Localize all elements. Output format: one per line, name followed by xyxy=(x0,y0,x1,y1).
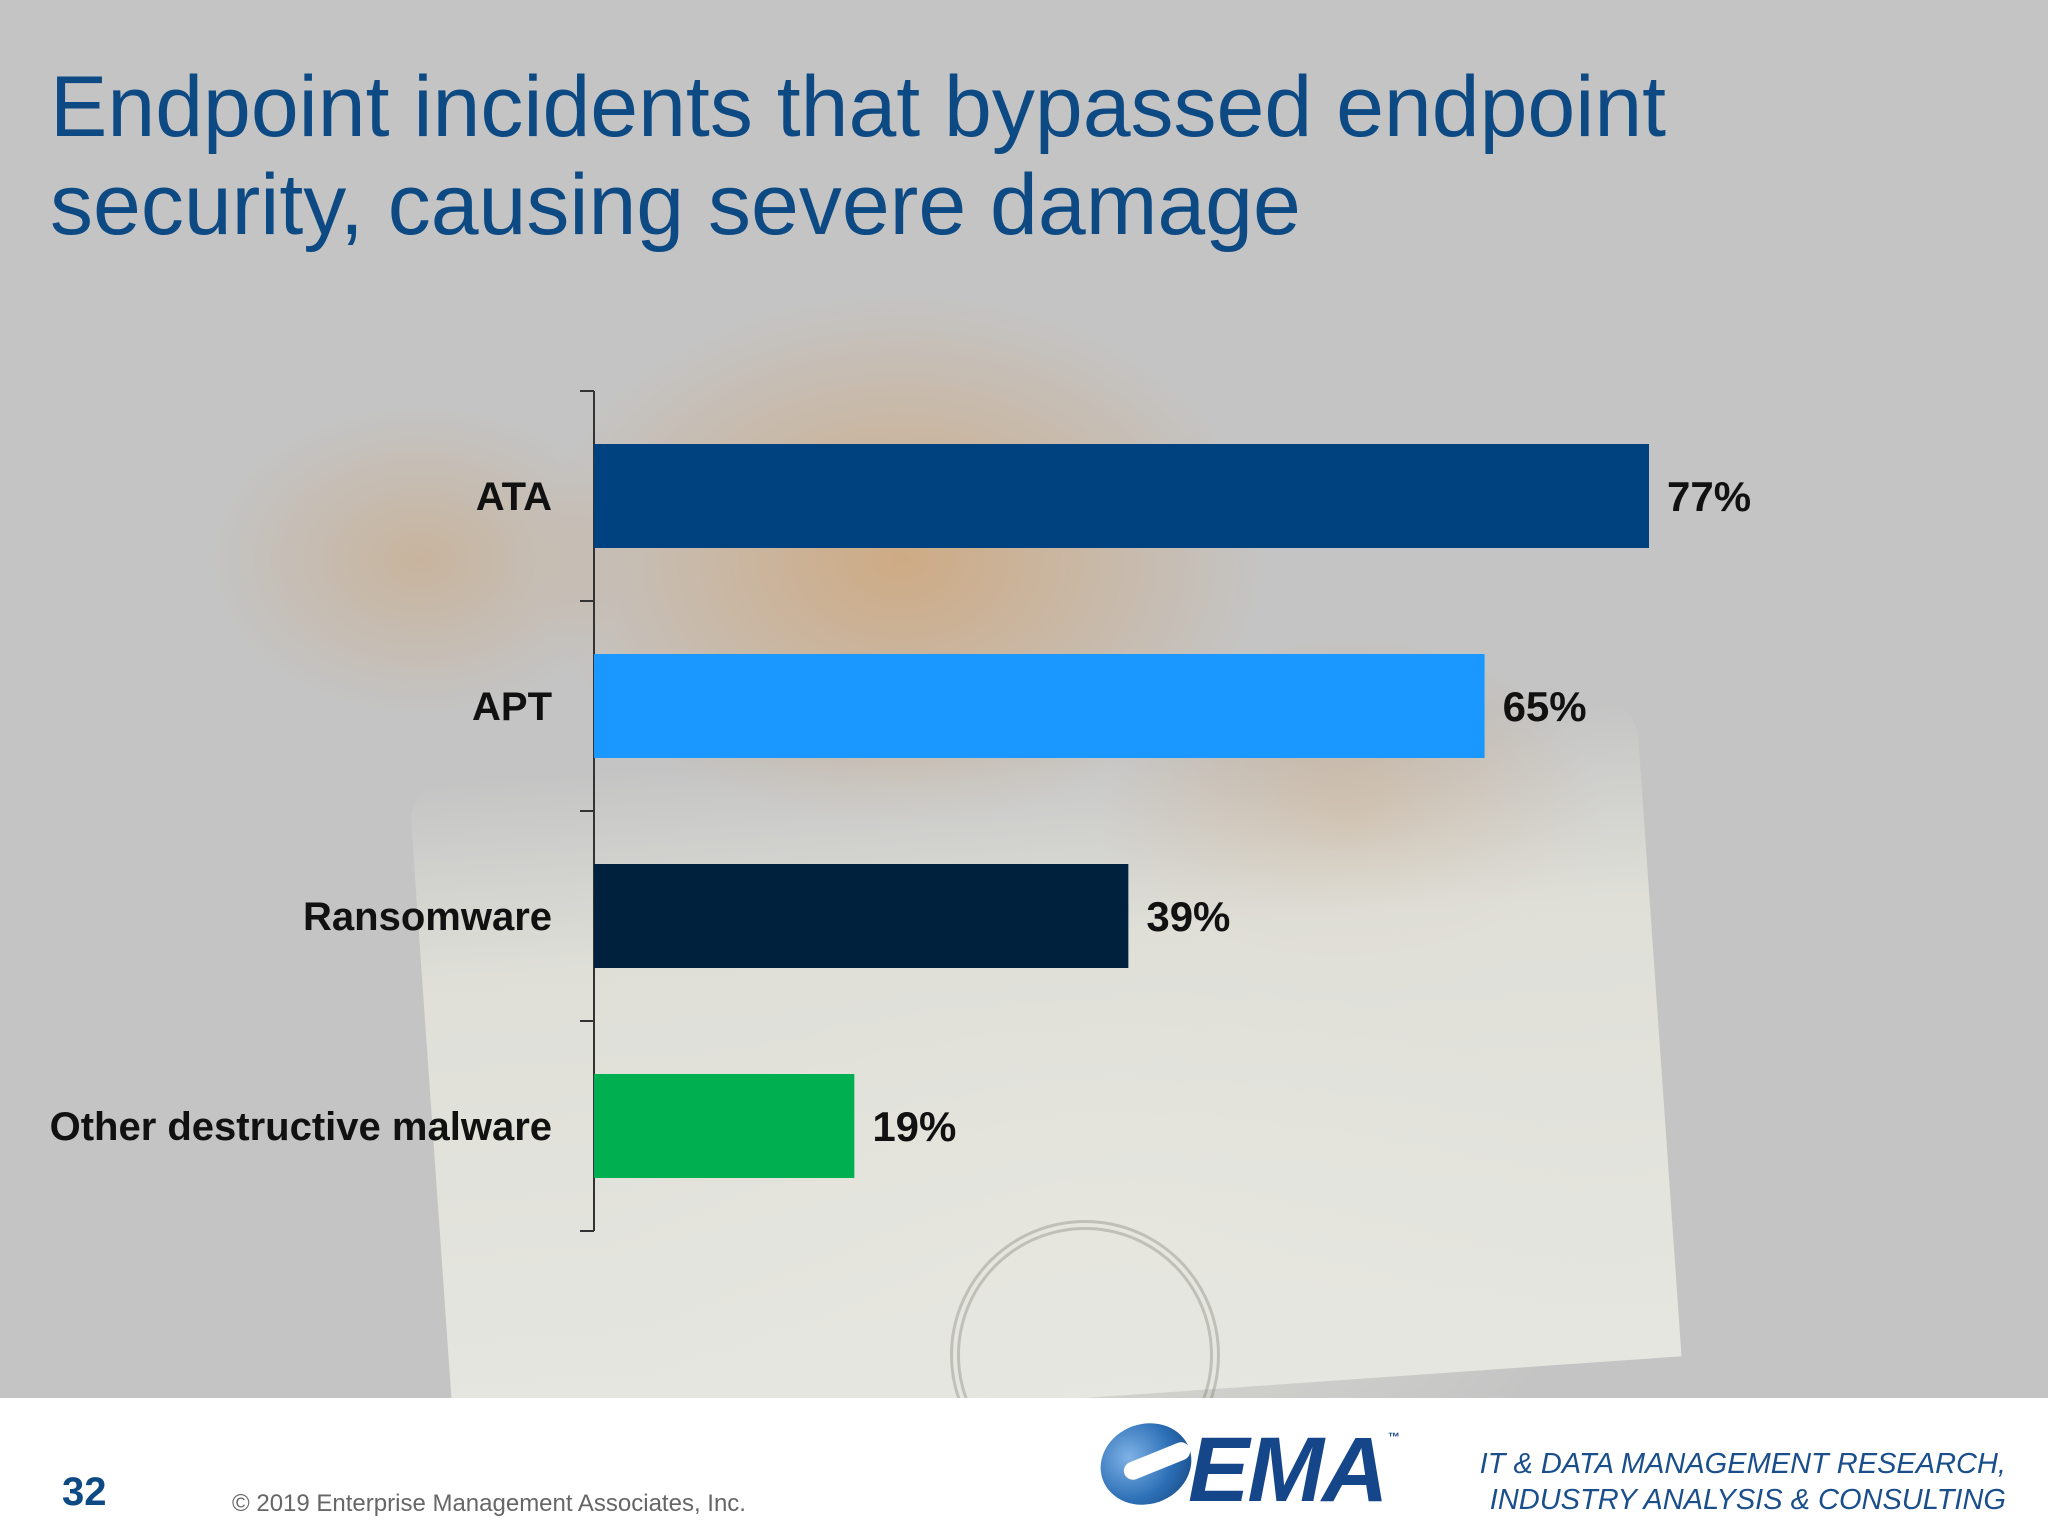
bar-chart: ATA 77% APT 65% Ransomware 39% Other destructi… xyxy=(50,390,1751,1232)
footer-bar xyxy=(0,1398,2048,1536)
category-label-3: Other destructive malware xyxy=(50,1105,552,1149)
category-label-0: ATA xyxy=(476,475,552,519)
logo-trademark: ™ xyxy=(1388,1430,1400,1444)
page-number: 32 xyxy=(62,1470,107,1514)
copyright-text: © 2019 Enterprise Management Associates,… xyxy=(232,1490,746,1517)
tagline: IT & DATA MANAGEMENT RESEARCH, INDUSTRY … xyxy=(1480,1446,2006,1518)
category-label-1: APT xyxy=(472,685,552,729)
tagline-line-1: IT & DATA MANAGEMENT RESEARCH, xyxy=(1479,1448,2006,1480)
value-label-1: 65% xyxy=(1503,683,1587,730)
bar-3 xyxy=(594,1074,855,1178)
category-label-2: Ransomware xyxy=(303,895,552,939)
bar-0 xyxy=(594,444,1649,548)
bar-1 xyxy=(594,654,1485,758)
tagline-line-2: INDUSTRY ANALYSIS & CONSULTING xyxy=(1489,1484,2006,1516)
value-label-2: 39% xyxy=(1146,893,1230,940)
ema-logo: EMA ™ xyxy=(1089,1410,1418,1528)
bar-2 xyxy=(594,864,1129,968)
value-label-0: 77% xyxy=(1667,473,1751,520)
logo-text: EMA xyxy=(1188,1419,1388,1521)
page-title: Endpoint incidents that bypassed endpoin… xyxy=(50,59,1667,253)
value-label-3: 19% xyxy=(872,1103,956,1150)
